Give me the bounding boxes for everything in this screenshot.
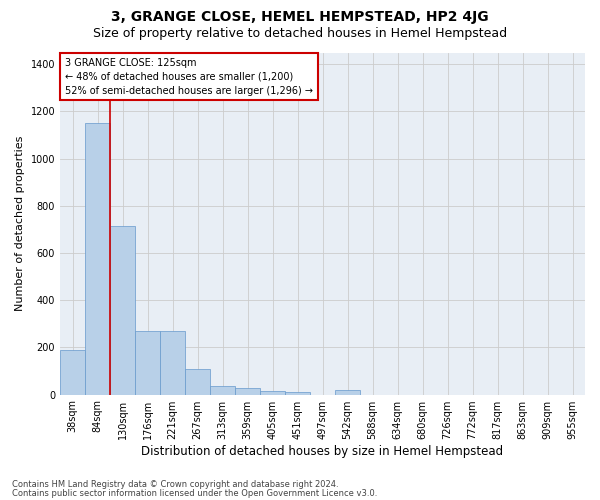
Text: 3 GRANGE CLOSE: 125sqm
← 48% of detached houses are smaller (1,200)
52% of semi-: 3 GRANGE CLOSE: 125sqm ← 48% of detached…: [65, 58, 313, 96]
Text: Size of property relative to detached houses in Hemel Hempstead: Size of property relative to detached ho…: [93, 28, 507, 40]
X-axis label: Distribution of detached houses by size in Hemel Hempstead: Distribution of detached houses by size …: [142, 444, 503, 458]
Bar: [285, 392, 310, 394]
Bar: [185, 370, 210, 394]
Bar: [85, 124, 110, 394]
Bar: [210, 386, 235, 394]
Bar: [135, 331, 160, 394]
Bar: [260, 391, 285, 394]
Text: 3, GRANGE CLOSE, HEMEL HEMPSTEAD, HP2 4JG: 3, GRANGE CLOSE, HEMEL HEMPSTEAD, HP2 4J…: [111, 10, 489, 24]
Text: Contains public sector information licensed under the Open Government Licence v3: Contains public sector information licen…: [12, 489, 377, 498]
Bar: [335, 390, 360, 394]
Bar: [60, 350, 85, 395]
Bar: [235, 388, 260, 394]
Bar: [160, 331, 185, 394]
Bar: [110, 226, 135, 394]
Y-axis label: Number of detached properties: Number of detached properties: [15, 136, 25, 311]
Text: Contains HM Land Registry data © Crown copyright and database right 2024.: Contains HM Land Registry data © Crown c…: [12, 480, 338, 489]
